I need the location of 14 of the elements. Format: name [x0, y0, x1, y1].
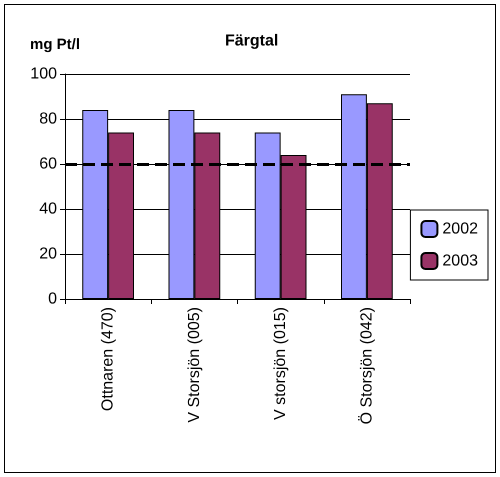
x-tick-label: V storsjön (015): [272, 307, 290, 420]
x-tick-label: Ottnaren (470): [100, 307, 117, 412]
y-axis-title: mg Pt/l: [30, 36, 80, 53]
y-tick-label: 80: [39, 110, 58, 128]
y-tick-label: 40: [39, 200, 58, 218]
legend-label: 2002: [442, 220, 478, 238]
x-tick-label: V Storsjön (005): [186, 307, 203, 423]
x-tick-label: Ö Storsjön (042): [357, 307, 376, 424]
y-tick-label: 20: [39, 246, 58, 262]
y-tick-label: 60: [39, 156, 58, 172]
chart-title: Färgtal: [225, 32, 278, 50]
y-tick-label: 0: [48, 290, 58, 308]
legend-label: 2003: [442, 252, 478, 270]
y-tick-label: 100: [30, 66, 58, 82]
